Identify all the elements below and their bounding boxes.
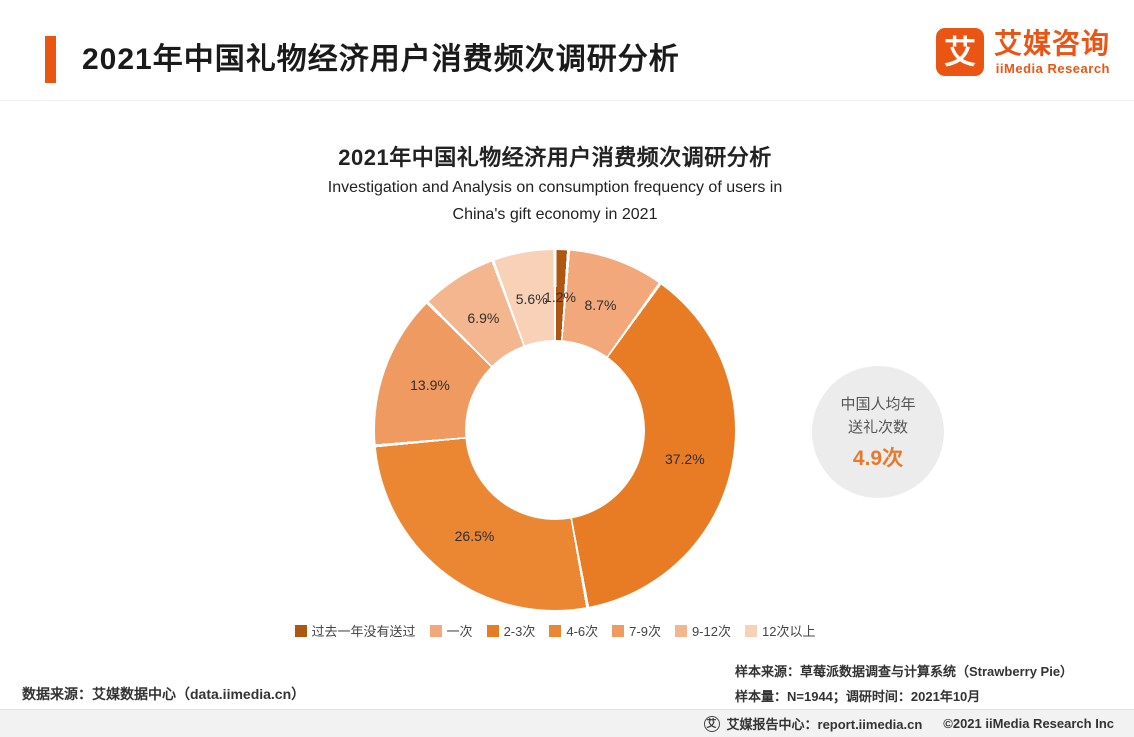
legend-item: 过去一年没有送过 xyxy=(294,621,416,640)
page-title: 2021年中国礼物经济用户消费频次调研分析 xyxy=(82,43,680,76)
legend-swatch-icon xyxy=(294,624,307,637)
iimedia-logo: 艾 艾媒咨询 iiMedia Research xyxy=(935,28,1110,76)
slice-label: 13.9% xyxy=(410,376,450,393)
legend-item: 4-6次 xyxy=(549,621,598,640)
legend-swatch-icon xyxy=(429,624,442,637)
slice-label: 8.7% xyxy=(584,297,617,313)
iimedia-logo-icon: 艾 xyxy=(935,28,984,76)
sample-source-note: 样本来源：草莓派数据调查与计算系统（Strawberry Pie） xyxy=(735,664,1074,679)
footer-copyright: ©2021 iiMedia Research Inc xyxy=(943,716,1114,731)
iimedia-logo-text: 艾媒咨询 iiMedia Research xyxy=(994,28,1110,76)
legend-item: 12次以上 xyxy=(744,621,816,640)
donut-hole xyxy=(465,340,645,520)
header: 2021年中国礼物经济用户消费频次调研分析 艾 艾媒咨询 iiMedia Res… xyxy=(0,0,1134,101)
footer-bar: 艾 艾媒报告中心：report.iimedia.cn ©2021 iiMedia… xyxy=(0,709,1134,737)
legend-swatch-icon xyxy=(674,624,687,637)
footer-report-center: 艾媒报告中心：report.iimedia.cn xyxy=(726,717,923,732)
chart-subtitle: Investigation and Analysis on consumptio… xyxy=(167,174,943,228)
legend-label: 2-3次 xyxy=(503,624,536,639)
sample-notes: 样本来源：草莓派数据调查与计算系统（Strawberry Pie） 样本量：N=… xyxy=(735,659,1073,709)
badge-value: 4.9次 xyxy=(852,446,904,470)
donut-wrap: 1.2% 8.7% 37.2% 26.5% 13.9% 6.9% 5.6% xyxy=(375,250,735,610)
chart-subtitle-line2: China's gift economy in 2021 xyxy=(452,206,658,223)
legend-item: 一次 xyxy=(429,621,473,640)
legend-item: 2-3次 xyxy=(486,621,536,640)
slice-label: 1.2% xyxy=(544,289,576,306)
avg-gifting-badge: 中国人均年 送礼次数 4.9次 xyxy=(812,366,944,498)
legend-item: 9-12次 xyxy=(674,621,731,640)
legend-label: 9-12次 xyxy=(691,624,731,639)
slice-label: 5.6% xyxy=(515,291,548,308)
legend-label: 过去一年没有送过 xyxy=(311,624,416,639)
sample-size-note: 样本量：N=1944；调研时间：2021年10月 xyxy=(735,689,981,704)
slice-label: 6.9% xyxy=(467,309,500,326)
data-source-note: 数据来源：艾媒数据中心（data.iimedia.cn） xyxy=(22,686,306,702)
legend-label: 一次 xyxy=(446,624,473,639)
chart-legend: 过去一年没有送过 一次 2-3次 4-6次 7-9次 9-12次 12次以上 xyxy=(205,621,905,640)
brand-subtitle: iiMedia Research xyxy=(995,61,1110,76)
legend-label: 4-6次 xyxy=(566,624,599,639)
badge-line1: 中国人均年 xyxy=(840,395,916,413)
brand-name: 艾媒咨询 xyxy=(993,28,1110,59)
chart-subtitle-line1: Investigation and Analysis on consumptio… xyxy=(327,179,783,196)
badge-line2: 送礼次数 xyxy=(847,418,908,436)
legend-label: 12次以上 xyxy=(761,624,816,639)
title-accent-bar xyxy=(45,36,56,83)
slice-label: 26.5% xyxy=(454,527,495,544)
legend-swatch-icon xyxy=(744,624,757,637)
legend-swatch-icon xyxy=(486,624,499,637)
iimedia-footer-logo-icon: 艾 xyxy=(703,715,720,732)
legend-label: 7-9次 xyxy=(629,624,661,639)
legend-swatch-icon xyxy=(612,624,625,637)
slice-label: 37.2% xyxy=(664,451,705,467)
legend-swatch-icon xyxy=(549,624,562,637)
legend-item: 7-9次 xyxy=(612,621,661,640)
chart-title: 2021年中国礼物经济用户消费频次调研分析 xyxy=(338,145,772,170)
